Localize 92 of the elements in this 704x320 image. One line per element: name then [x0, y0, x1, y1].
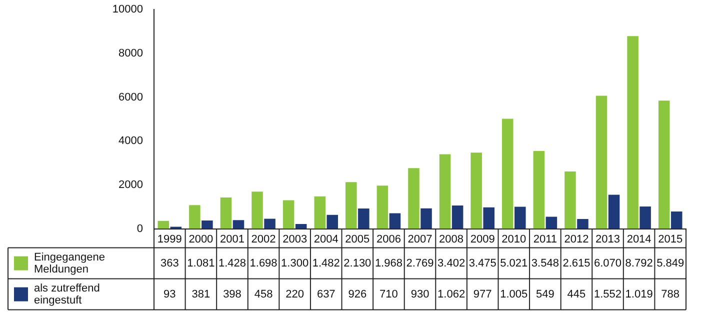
data-label: 1.005 — [500, 288, 528, 300]
data-label: 549 — [536, 288, 554, 300]
bar — [420, 208, 432, 229]
y-tick-label: 8000 — [118, 47, 143, 60]
bar — [376, 186, 388, 229]
y-tick-label: 10000 — [112, 4, 143, 16]
x-tick-label: 2015 — [658, 233, 683, 246]
data-label: 788 — [661, 288, 680, 300]
x-tick-label: 2009 — [470, 233, 495, 246]
bar — [282, 200, 294, 229]
data-label: 1.552 — [594, 288, 622, 300]
data-label: 3.475 — [468, 257, 496, 270]
x-tick-label: 2013 — [596, 233, 620, 246]
bar — [326, 214, 338, 229]
x-tick-label: 2007 — [408, 233, 432, 246]
y-tick-label: 4000 — [118, 135, 143, 148]
data-label: 926 — [348, 288, 367, 300]
x-tick-label: 2000 — [188, 233, 214, 246]
legend-label: als zutreffend eingestuft — [34, 282, 100, 306]
data-label: 1.019 — [625, 288, 653, 300]
data-label: 3.402 — [438, 257, 466, 270]
data-label: 1.698 — [250, 257, 278, 270]
bar — [189, 205, 200, 229]
x-tick-label: 2008 — [439, 233, 464, 246]
data-label: 1.062 — [438, 288, 466, 300]
data-label: 6.070 — [594, 257, 622, 270]
bar — [264, 218, 276, 229]
data-label: 445 — [567, 288, 586, 300]
x-tick-label: 2001 — [220, 233, 244, 246]
data-label: 1.300 — [281, 257, 309, 270]
data-label: 930 — [410, 288, 430, 300]
bar — [640, 206, 651, 229]
data-label: 2.130 — [344, 257, 372, 270]
x-tick-label: 2010 — [502, 233, 526, 246]
data-label: 1.968 — [374, 257, 402, 270]
x-tick-label: 2014 — [626, 233, 652, 246]
data-label: 1.428 — [218, 257, 246, 270]
x-tick-label: 2002 — [251, 233, 276, 246]
bar — [346, 182, 357, 229]
x-tick-label: 1999 — [157, 233, 182, 246]
bar — [514, 206, 526, 229]
y-tick-label: 0 — [136, 222, 143, 235]
x-tick-label: 2006 — [376, 233, 401, 246]
y-tick-label: 2000 — [118, 178, 143, 191]
bar — [452, 206, 464, 229]
data-label: 637 — [316, 288, 336, 300]
x-tick-label: 2011 — [533, 233, 558, 246]
data-label: 458 — [254, 288, 273, 300]
data-label: 5.021 — [500, 257, 528, 270]
data-label: 8.792 — [625, 257, 653, 270]
x-tick-label: 2012 — [564, 233, 589, 246]
bar — [439, 154, 451, 229]
data-label: 363 — [160, 257, 179, 270]
bar — [252, 192, 263, 229]
bar — [596, 96, 608, 229]
bar — [627, 36, 638, 229]
data-label: 2.615 — [562, 257, 590, 270]
data-label: 3.548 — [531, 257, 559, 270]
bar — [389, 213, 401, 229]
bar — [502, 118, 514, 229]
bar — [658, 100, 670, 229]
x-tick-label: 2004 — [314, 233, 338, 246]
bar — [158, 220, 170, 229]
data-label: 93 — [164, 288, 176, 300]
bar — [483, 207, 494, 229]
data-label: 1.482 — [312, 257, 340, 270]
x-tick-label: 2005 — [345, 233, 370, 246]
bar — [314, 196, 326, 229]
bar — [232, 220, 244, 229]
bar — [546, 216, 558, 229]
bar — [202, 220, 213, 229]
data-label: 2.769 — [406, 257, 434, 270]
data-label: 398 — [223, 288, 242, 300]
legend-label: Eingegangene Meldungen — [34, 251, 105, 276]
bar — [564, 171, 576, 229]
data-label: 381 — [192, 288, 210, 300]
bar — [577, 219, 588, 229]
data-label: 977 — [473, 288, 492, 300]
bar — [670, 212, 682, 229]
bar — [220, 198, 232, 229]
bar — [470, 152, 482, 229]
data-label: 1.081 — [187, 257, 215, 270]
bar — [358, 208, 370, 229]
bar — [608, 194, 620, 229]
bar — [533, 151, 545, 229]
y-tick-label: 6000 — [118, 91, 143, 104]
x-tick-label: 2003 — [282, 233, 308, 246]
data-label: 5.849 — [656, 257, 684, 270]
data-label: 220 — [286, 288, 304, 300]
data-label: 710 — [380, 288, 398, 300]
bar — [295, 224, 307, 229]
bar — [408, 168, 420, 229]
